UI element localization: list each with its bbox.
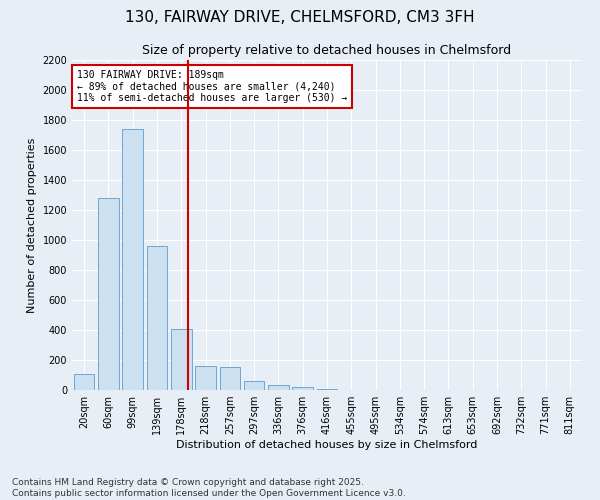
Bar	[171, 328, 191, 390]
Bar	[268, 385, 289, 390]
Bar	[317, 388, 337, 390]
Bar	[195, 366, 216, 390]
Bar	[292, 387, 313, 390]
X-axis label: Distribution of detached houses by size in Chelmsford: Distribution of detached houses by size …	[176, 440, 478, 450]
Text: 130 FAIRWAY DRIVE: 189sqm
← 89% of detached houses are smaller (4,240)
11% of se: 130 FAIRWAY DRIVE: 189sqm ← 89% of detac…	[77, 70, 347, 103]
Y-axis label: Number of detached properties: Number of detached properties	[27, 138, 37, 312]
Text: 130, FAIRWAY DRIVE, CHELMSFORD, CM3 3FH: 130, FAIRWAY DRIVE, CHELMSFORD, CM3 3FH	[125, 10, 475, 25]
Title: Size of property relative to detached houses in Chelmsford: Size of property relative to detached ho…	[142, 44, 512, 58]
Bar	[122, 129, 143, 390]
Bar	[244, 381, 265, 390]
Bar	[74, 374, 94, 390]
Bar	[98, 198, 119, 390]
Bar	[220, 367, 240, 390]
Text: Contains HM Land Registry data © Crown copyright and database right 2025.
Contai: Contains HM Land Registry data © Crown c…	[12, 478, 406, 498]
Bar	[146, 246, 167, 390]
